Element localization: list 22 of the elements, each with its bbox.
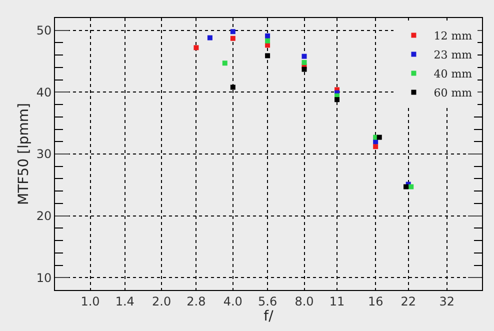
legend-label: 60 mm [434,86,473,100]
x-tick-label: 16 [368,294,384,308]
y-tick-label: 10 [36,270,52,285]
x-tick-label: 8.0 [294,294,314,308]
y-tick-label: 20 [36,209,52,224]
x-tick-label: 2.0 [152,294,172,308]
x-tick-label: 2.8 [186,294,206,308]
x-tick-label: 11 [329,294,345,308]
x-axis-title: f/ [264,308,274,324]
legend-label: 12 mm [434,30,473,43]
x-tick-label: 4.0 [223,294,242,308]
x-tick-label: 32 [439,294,455,308]
y-tick-label: 50 [36,24,52,38]
x-tick-label: 22 [400,294,416,308]
y-tick-label: 30 [36,147,52,162]
y-tick-label: 40 [36,85,52,100]
x-tick-label: 1.0 [80,294,100,308]
legend-label: 23 mm [434,48,473,62]
legend-label: 40 mm [434,68,473,81]
y-axis-title: MTF50 [lpmm] [16,103,32,205]
x-tick-label: 1.4 [115,294,134,308]
x-tick-label: 5.6 [258,294,278,308]
